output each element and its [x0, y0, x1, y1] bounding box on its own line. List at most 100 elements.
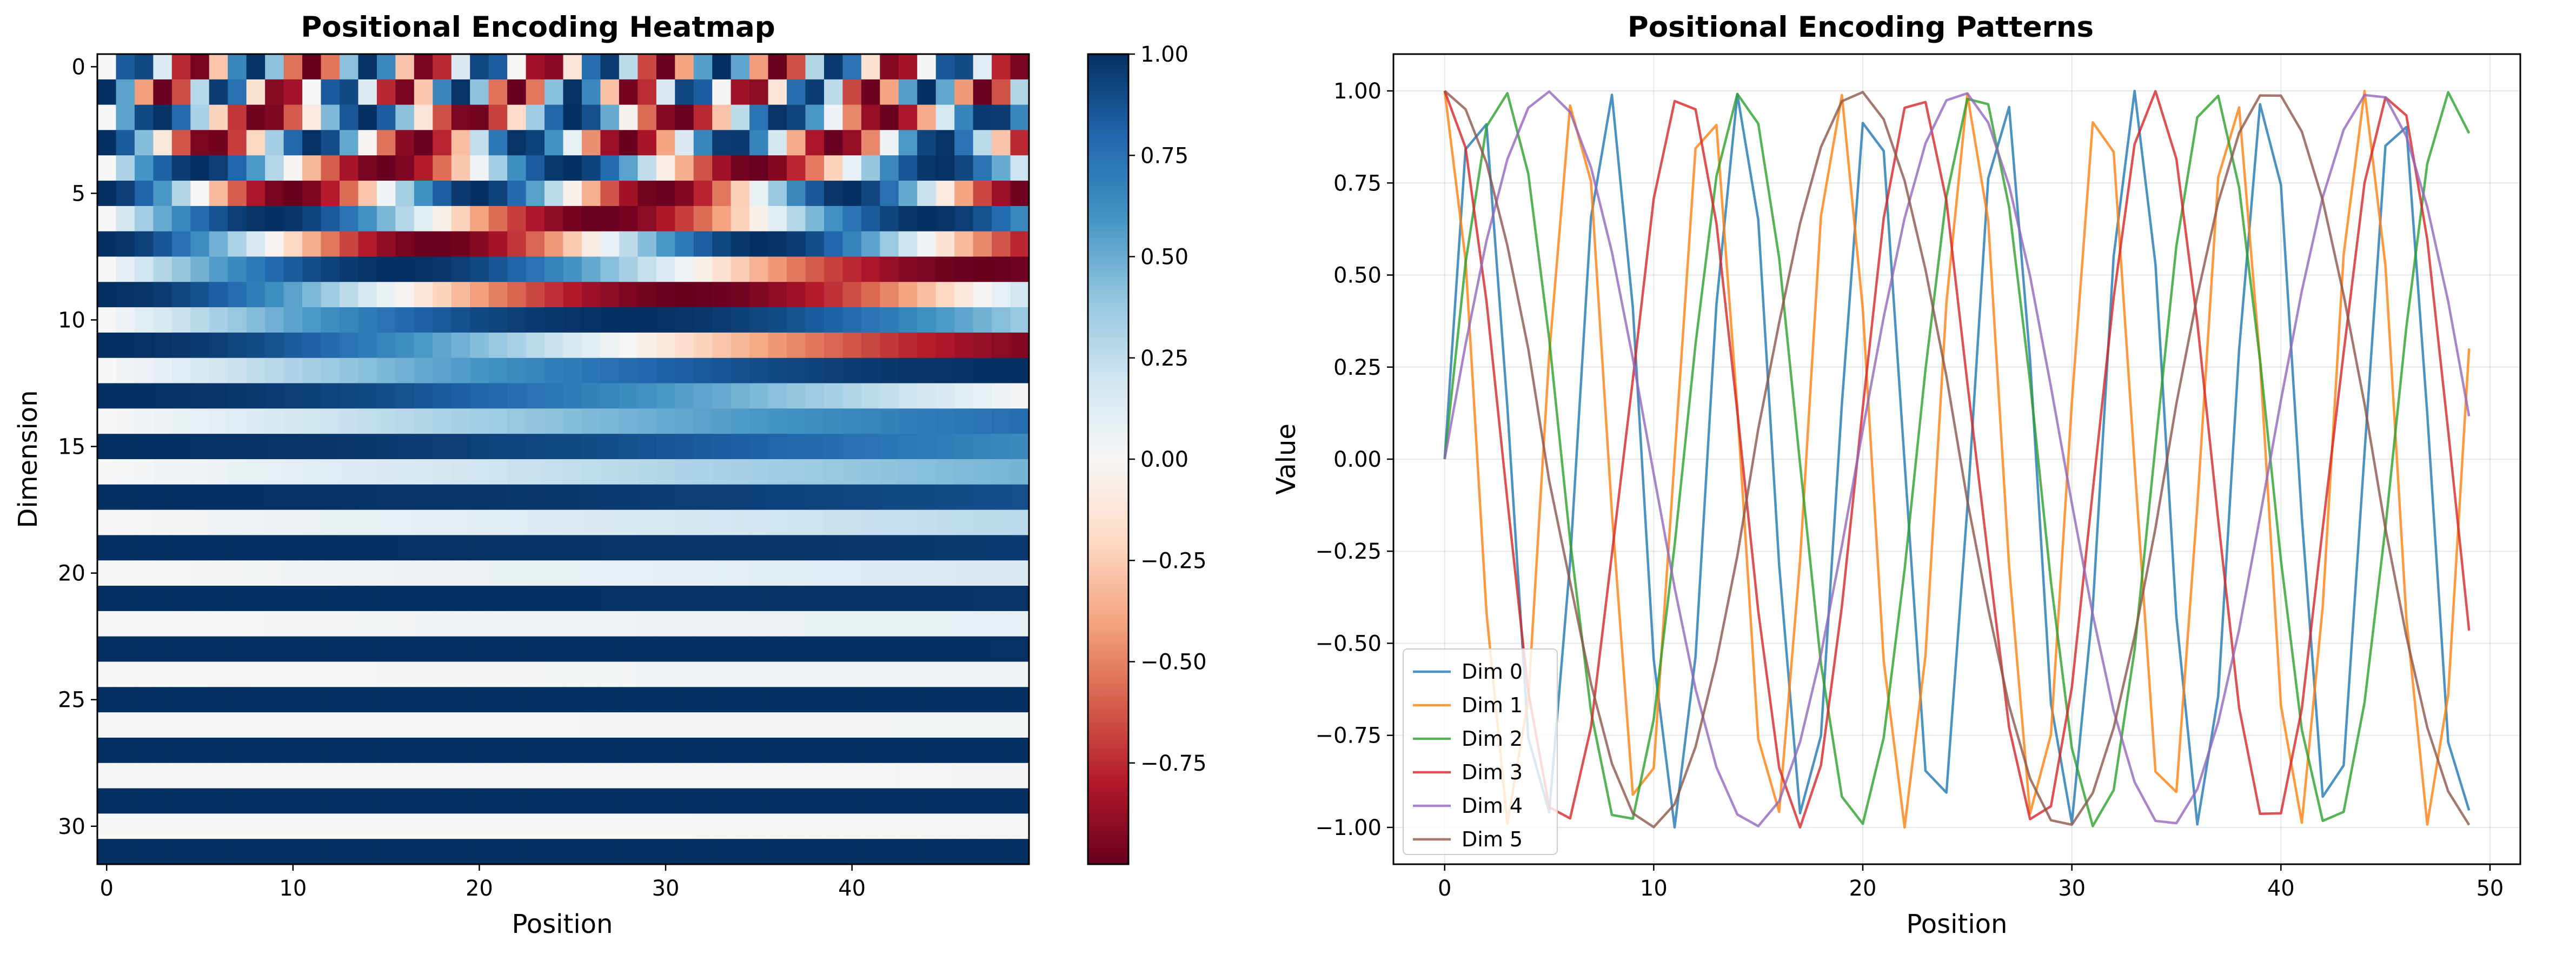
heatmap-cell — [600, 206, 620, 232]
heatmap-cell — [545, 509, 564, 536]
heatmap-cell — [973, 434, 992, 460]
heatmap-cell — [134, 181, 154, 207]
heatmap-cell — [861, 282, 880, 308]
heatmap-cell — [749, 737, 769, 764]
heatmap-cell — [228, 737, 247, 764]
heatmap-cell — [787, 586, 806, 612]
heatmap-cell — [917, 459, 937, 485]
heatmap-cell — [638, 181, 657, 207]
heatmap-cell — [898, 307, 918, 333]
heatmap-cell — [545, 79, 564, 105]
heatmap-cell — [581, 737, 601, 764]
heatmap-cell — [171, 383, 191, 409]
heatmap-cell — [1010, 357, 1030, 384]
heatmap-cell — [992, 636, 1011, 662]
heatmap-cell — [283, 206, 303, 232]
heatmap-cell — [917, 307, 937, 333]
heatmap-cell — [861, 661, 880, 687]
heatmap-cell — [358, 79, 377, 105]
heatmap-cell — [451, 357, 470, 384]
heatmap-cell — [768, 535, 787, 561]
heatmap-cell — [992, 383, 1011, 409]
heatmap-cell — [805, 788, 825, 814]
heatmap-cell — [433, 181, 452, 207]
heatmap-cell — [171, 206, 191, 232]
heatmap-cell — [414, 383, 433, 409]
heatmap-cell — [824, 586, 843, 612]
heatmap-cell — [749, 535, 769, 561]
heatmap-cell — [470, 357, 489, 384]
heatmap-cell — [600, 54, 620, 80]
heatmap-cell — [339, 763, 359, 789]
heatmap-cell — [693, 636, 713, 662]
heatmap-cell — [302, 332, 322, 359]
heatmap-cell — [283, 130, 303, 156]
heatmap-cell — [973, 813, 992, 839]
heatmap-cell — [134, 484, 154, 511]
heatmap-cell — [545, 332, 564, 359]
heatmap-cell — [917, 712, 937, 738]
heatmap-cell — [302, 181, 322, 207]
heatmap-cell — [283, 307, 303, 333]
heatmap-cell — [935, 661, 955, 687]
heatmap-cell — [787, 509, 806, 536]
heatmap-cell — [954, 282, 974, 308]
heatmap-cell — [824, 54, 843, 80]
heatmap-cell — [470, 611, 489, 637]
heatmap-cell — [824, 737, 843, 764]
heatmap-cell — [209, 459, 228, 485]
heatmap-cell — [768, 763, 787, 789]
heatmap-cell — [712, 763, 732, 789]
heatmap-cell — [768, 155, 787, 181]
heatmap-cell — [302, 636, 322, 662]
heatmap-cell — [395, 357, 415, 384]
heatmap-cell — [880, 636, 899, 662]
heatmap-cell — [321, 737, 340, 764]
heatmap-cell — [861, 687, 880, 713]
heatmap-cell — [824, 813, 843, 839]
heatmap-cell — [842, 560, 862, 586]
heatmap-cell — [973, 256, 992, 282]
heatmap-cell — [824, 560, 843, 586]
heatmap-cell — [992, 560, 1011, 586]
heatmap-cell — [880, 256, 899, 282]
heatmap-cell — [563, 79, 582, 105]
heatmap-cell — [712, 206, 732, 232]
heatmap-cell — [992, 459, 1011, 485]
heatmap-cell — [638, 282, 657, 308]
heatmap-cell — [339, 636, 359, 662]
heatmap-cell — [619, 661, 638, 687]
colorbar-ticks: 1.000.750.500.250.00−0.25−0.50−0.75 — [1128, 42, 1207, 776]
heatmap-cell — [619, 839, 638, 865]
heatmap-cell — [209, 839, 228, 865]
heatmap-cell — [935, 332, 955, 359]
heatmap-cell — [283, 155, 303, 181]
heatmap-cell — [246, 307, 265, 333]
heatmap-cell — [134, 509, 154, 536]
heatmap-cell — [526, 231, 545, 257]
heatmap-cell — [433, 357, 452, 384]
heatmap-cell — [395, 130, 415, 156]
heatmap-cell — [302, 535, 322, 561]
heatmap-cell — [470, 206, 489, 232]
heatmap-cell — [283, 712, 303, 738]
heatmap-y-tick-label: 20 — [58, 561, 85, 586]
heatmap-cell — [992, 586, 1011, 612]
heatmap-cell — [675, 104, 694, 131]
heatmap-cell — [619, 560, 638, 586]
heatmap-cell — [600, 661, 620, 687]
heatmap-cell — [395, 687, 415, 713]
heatmap-cell — [563, 839, 582, 865]
heatmap-cell — [935, 509, 955, 536]
heatmap-cell — [824, 484, 843, 511]
heatmap-cell — [97, 79, 117, 105]
heatmap-cell — [581, 661, 601, 687]
heatmap-cell — [283, 256, 303, 282]
heatmap-cell — [321, 282, 340, 308]
heatmap-cell — [768, 661, 787, 687]
heatmap-x-tick-label: 30 — [652, 876, 680, 901]
heatmap-cell — [246, 459, 265, 485]
heatmap-cell — [563, 332, 582, 359]
heatmap-cell — [898, 813, 918, 839]
heatmap-cell — [768, 636, 787, 662]
